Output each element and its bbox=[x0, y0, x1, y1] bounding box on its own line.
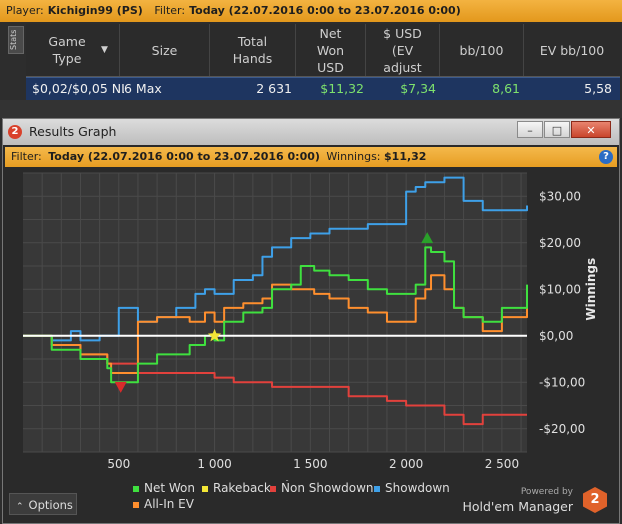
column-header-ev-usd[interactable]: $ USD (EV adjust bbox=[366, 24, 440, 76]
stats-table-header: Game Type ▼ Size Total Hands Net Won USD… bbox=[26, 24, 620, 77]
winnings-value: $11,32 bbox=[384, 150, 427, 163]
legend-swatch bbox=[133, 485, 139, 492]
table-empty-area bbox=[0, 100, 622, 118]
series-line-showdown bbox=[23, 176, 528, 342]
player-label: Player: bbox=[6, 4, 44, 17]
cell-ev-bb100: 5,58 bbox=[584, 81, 612, 96]
legend-item-rakeback[interactable]: Rakeback bbox=[202, 481, 271, 495]
table-row[interactable]: $0,02/$0,05 NL 6 Max 2 631 $11,32 $7,34 … bbox=[26, 77, 620, 101]
star-marker-icon bbox=[207, 328, 222, 342]
min-marker-icon bbox=[114, 381, 127, 393]
cell-total-hands: 2 631 bbox=[256, 81, 292, 96]
legend-item-net-won[interactable]: Net Won bbox=[133, 481, 195, 495]
legend-swatch bbox=[133, 501, 139, 508]
column-header-size[interactable]: Size bbox=[120, 24, 210, 76]
window-title: Results Graph bbox=[29, 124, 117, 139]
x-tick-label: 1 500 bbox=[293, 457, 327, 471]
y-tick-label: $20,00 bbox=[539, 236, 581, 250]
stats-side-tab[interactable]: Stats bbox=[8, 26, 24, 54]
chart-legend: Net Won Rakeback Non Showdown Showdown A… bbox=[3, 481, 619, 515]
maximize-button[interactable]: □ bbox=[544, 121, 570, 138]
legend-swatch bbox=[270, 485, 276, 492]
legend-item-all-in-ev[interactable]: All-In EV bbox=[133, 497, 194, 511]
series-line-net-won bbox=[23, 246, 528, 384]
hm2-logo-icon: 2 bbox=[8, 125, 22, 139]
x-tick-label: 500 bbox=[107, 457, 130, 471]
player-name[interactable]: Kichigin99 (PS) bbox=[47, 4, 143, 17]
chevron-up-icon: ⌃ bbox=[16, 502, 24, 512]
filter-value[interactable]: Today (22.07.2016 0:00 to 23.07.2016 0:0… bbox=[189, 4, 461, 17]
x-axis-label: Hands bbox=[254, 479, 296, 481]
dropdown-arrow-icon[interactable]: ▼ bbox=[101, 44, 108, 55]
legend-swatch bbox=[202, 485, 208, 492]
cell-bb100: 8,61 bbox=[492, 81, 520, 96]
results-graph-window: 2 Results Graph – □ ✕ Filter: Today (22.… bbox=[2, 118, 620, 524]
y-tick-label: -$10,00 bbox=[539, 375, 585, 389]
x-tick-label: 1 000 bbox=[197, 457, 231, 471]
x-tick-label: 2 500 bbox=[485, 457, 519, 471]
winnings-label: Winnings: bbox=[326, 150, 381, 163]
column-header-bb100[interactable]: bb/100 bbox=[440, 24, 524, 76]
cell-net-won: $11,32 bbox=[320, 81, 364, 96]
hm2-brand-logo-icon: 2 bbox=[583, 487, 607, 513]
minimize-button[interactable]: – bbox=[517, 121, 543, 138]
graph-filter-bar: Filter: Today (22.07.2016 0:00 to 23.07.… bbox=[5, 147, 617, 167]
player-filter-bar: Player: Kichigin99 (PS) Filter: Today (22.… bbox=[0, 0, 622, 22]
close-button[interactable]: ✕ bbox=[571, 121, 611, 138]
legend-item-non-showdown[interactable]: Non Showdown bbox=[270, 481, 374, 495]
results-chart: 500 1 000 1 500 2 000 2 500 $30,00 $20,00 $10,0… bbox=[23, 172, 598, 481]
cell-size: 6 Max bbox=[124, 81, 162, 96]
x-tick-label: 2 000 bbox=[389, 457, 423, 471]
legend-item-showdown[interactable]: Showdown bbox=[374, 481, 450, 495]
y-tick-label: $0,00 bbox=[539, 329, 573, 343]
cell-ev-usd: $7,34 bbox=[400, 81, 436, 96]
brand-name: Hold'em Manager bbox=[462, 499, 573, 514]
graph-filter-label: Filter: bbox=[11, 150, 42, 163]
window-titlebar[interactable]: 2 Results Graph – □ ✕ bbox=[3, 119, 619, 145]
graph-filter-value[interactable]: Today (22.07.2016 0:00 to 23.07.2016 0:0… bbox=[48, 150, 320, 163]
powered-by-label: Powered by bbox=[520, 487, 573, 497]
y-tick-label: -$20,00 bbox=[539, 422, 585, 436]
help-icon[interactable]: ? bbox=[599, 150, 613, 164]
column-header-net-won[interactable]: Net Won USD bbox=[296, 24, 366, 76]
y-tick-label: $30,00 bbox=[539, 189, 581, 203]
series-line-all-in-ev bbox=[23, 274, 528, 374]
max-marker-icon bbox=[421, 232, 434, 244]
legend-swatch bbox=[374, 485, 380, 492]
y-axis-label: Winnings bbox=[584, 258, 598, 321]
powered-by-brand: Powered by Hold'em Manager 2 bbox=[462, 485, 613, 519]
options-button[interactable]: ⌃ Options bbox=[9, 493, 77, 515]
column-header-total-hands[interactable]: Total Hands bbox=[210, 24, 296, 76]
column-header-ev-bb100[interactable]: EV bb/100 bbox=[539, 42, 605, 58]
cell-game-type: $0,02/$0,05 NL bbox=[32, 81, 124, 96]
column-header-game-type[interactable]: Game Type ▼ bbox=[26, 24, 120, 76]
y-tick-label: $10,00 bbox=[539, 282, 581, 296]
filter-label: Filter: bbox=[154, 4, 186, 17]
